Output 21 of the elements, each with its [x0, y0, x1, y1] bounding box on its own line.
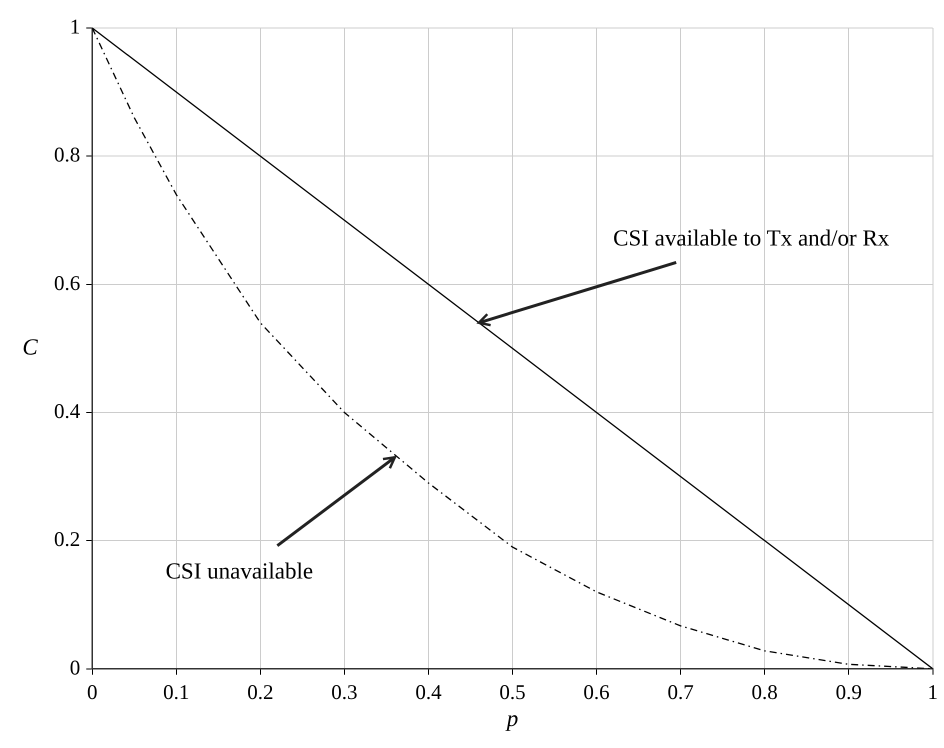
- annotation: CSI available to Tx and/or Rx: [613, 226, 890, 251]
- x-tick-label: 0.3: [331, 680, 358, 704]
- x-tick-label: 0: [87, 680, 98, 704]
- y-tick-label: 0.2: [54, 527, 80, 552]
- y-tick-label: 0.4: [54, 398, 81, 423]
- x-tick-label: 1: [928, 680, 938, 704]
- y-tick-label: 0.6: [54, 270, 80, 295]
- y-tick-label: 1: [70, 14, 80, 39]
- x-tick-label: 0.6: [583, 680, 610, 704]
- annotation: CSI unavailable: [166, 558, 314, 584]
- x-tick-label: 0.9: [836, 680, 862, 704]
- x-tick-label: 0.4: [415, 680, 442, 704]
- x-tick-label: 0.1: [163, 680, 190, 704]
- x-axis-title: p: [504, 706, 518, 732]
- y-tick-label: 0: [70, 655, 80, 680]
- x-tick-label: 0.7: [667, 680, 694, 704]
- y-tick-label: 0.8: [54, 142, 80, 167]
- x-tick-label: 0.2: [247, 680, 274, 704]
- x-tick-label: 0.8: [752, 680, 778, 704]
- x-tick-label: 0.5: [499, 680, 526, 704]
- y-axis-title: C: [22, 334, 38, 360]
